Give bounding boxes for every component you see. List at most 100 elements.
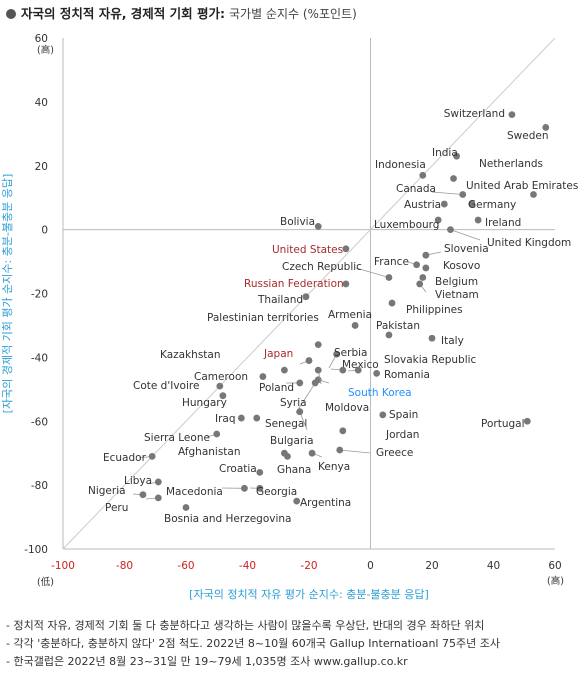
footnotes: - 정치적 자유, 경제적 기회 둘 다 충분하다고 생각하는 사람이 많을수록… xyxy=(6,617,500,671)
point-label-bolivia: Bolivia xyxy=(280,216,315,228)
point-switzerland xyxy=(508,111,516,119)
x-high-label: (高) xyxy=(547,575,564,587)
x-tick-label: -60 xyxy=(177,560,194,572)
point-label-canada: Canada xyxy=(396,183,436,195)
point-mexico xyxy=(333,350,341,358)
y-axis-title: [자국의 경제적 기회 평가 순지수: 충분-불충분 응답] xyxy=(1,174,14,414)
point-cameroon xyxy=(259,373,267,380)
point-france xyxy=(413,261,421,269)
point-label-cameroon: Cameroon xyxy=(194,371,248,383)
point-label-cote-d-ivoire: Cote d'Ivoire xyxy=(133,380,199,392)
point-argentina xyxy=(293,497,301,505)
point-label-libya: Libya xyxy=(124,475,152,487)
chart-title: 자국의 정치적 자유, 경제적 기회 평가: 국가별 순지수 (%포인트) xyxy=(6,3,357,22)
point-ghana xyxy=(284,452,291,460)
point-label-jordan: Jordan xyxy=(385,429,419,441)
point-label-macedonia: Macedonia xyxy=(166,486,223,498)
point-belgium xyxy=(419,274,427,281)
point-label-ireland: Ireland xyxy=(485,217,521,229)
point-label-ghana: Ghana xyxy=(277,464,311,476)
title-main: 자국의 정치적 자유, 경제적 기회 평가: xyxy=(21,6,226,21)
point-label-senegal: Senegal xyxy=(265,418,307,430)
y-high-label: (高) xyxy=(37,44,54,56)
y-tick-label: -100 xyxy=(24,544,48,556)
point-bolivia xyxy=(314,223,322,230)
leader-line-united-kingdom xyxy=(450,229,481,241)
point-cote-d-ivoire xyxy=(216,382,224,390)
point-label-sierra-leone: Sierra Leone xyxy=(144,432,210,444)
point-label-armenia: Armenia xyxy=(328,309,372,321)
point-united-arab-emirates xyxy=(530,191,537,198)
point-label-germany: Germany xyxy=(468,199,516,211)
point-thailand xyxy=(302,293,310,301)
y-tick-label: 0 xyxy=(41,225,48,237)
point-label-thailand: Thailand xyxy=(257,294,303,306)
point-armenia xyxy=(351,322,359,329)
point-label-mexico: Mexico xyxy=(342,359,379,371)
leader-line-syria xyxy=(295,382,316,414)
point-kosovo xyxy=(422,264,430,272)
point-label-hungary: Hungary xyxy=(182,397,227,409)
point-vietnam xyxy=(416,280,424,288)
point-label-philippines: Philippines xyxy=(406,304,463,316)
point-ecuador xyxy=(148,452,156,460)
point-label-georgia: Georgia xyxy=(256,486,297,498)
point-label-france: France xyxy=(374,256,409,268)
point-label-india: India xyxy=(432,147,458,159)
point-portugal xyxy=(523,417,531,425)
y-tick-label: -60 xyxy=(31,416,48,428)
point-united-kingdom xyxy=(447,226,454,234)
point-georgia xyxy=(256,484,264,492)
point-label-palestinian-territories: Palestinian territories xyxy=(207,312,319,324)
point-slovakia-republic xyxy=(354,366,362,374)
point-germany xyxy=(468,200,476,208)
point-label-russian-federation: Russian Federation xyxy=(244,278,344,290)
point-label-nigeria: Nigeria xyxy=(88,485,126,497)
point-label-serbia: Serbia xyxy=(334,347,367,359)
point-label-belgium: Belgium xyxy=(435,276,478,288)
point-label-luxembourg: Luxembourg xyxy=(374,219,439,231)
point-libya xyxy=(154,478,162,486)
point-label-sweden: Sweden xyxy=(507,130,549,142)
x-tick-label: 20 xyxy=(425,560,438,572)
point-czech-republic xyxy=(385,274,393,281)
point-bulgaria xyxy=(296,408,304,416)
point-label-romania: Romania xyxy=(384,369,430,381)
point-label-kosovo: Kosovo xyxy=(443,260,480,272)
x-tick-label: -20 xyxy=(300,560,317,572)
leader-line-greece xyxy=(339,449,371,454)
point-label-greece: Greece xyxy=(376,447,413,459)
point-moldova xyxy=(314,366,322,374)
point-nigeria xyxy=(139,491,147,499)
point-label-switzerland: Switzerland xyxy=(444,108,505,120)
point-greece xyxy=(336,446,344,454)
point-iraq xyxy=(237,414,245,422)
point-label-italy: Italy xyxy=(441,335,464,347)
point-label-kazakhstan: Kazakhstan xyxy=(160,349,221,361)
leader-line-canada xyxy=(431,191,463,195)
point-ireland xyxy=(474,216,482,224)
point-canada xyxy=(459,191,467,198)
bullet-icon xyxy=(6,9,16,19)
x-tick-label: 40 xyxy=(487,560,500,572)
point-kenya xyxy=(308,449,316,457)
point-label-united-arab-emirates: United Arab Emirates xyxy=(466,180,578,192)
scatter-chart: -100 -80 -60 -40 -20 0 20 40 60 60 40 20 0 -20 -40 -60 -… xyxy=(1,33,578,601)
point-peru xyxy=(154,494,162,502)
point-label-kenya: Kenya xyxy=(318,461,350,473)
point-philippines xyxy=(388,299,396,307)
point-label-syria: Syria xyxy=(280,397,307,409)
point-macedonia xyxy=(241,484,248,492)
point-label-moldova: Moldova xyxy=(325,402,369,414)
point-russian-federation xyxy=(342,280,350,288)
point-romania xyxy=(373,369,381,377)
point-slovenia xyxy=(422,251,430,259)
point-poland xyxy=(296,379,304,387)
point-sierra-leone xyxy=(213,430,221,438)
point-italy xyxy=(428,334,436,342)
point-indonesia xyxy=(419,171,427,179)
point-label-croatia: Croatia xyxy=(219,463,257,475)
point-label-czech-republic: Czech Republic xyxy=(282,261,362,273)
point-label-iraq: Iraq xyxy=(215,413,236,425)
point-sweden xyxy=(542,124,550,131)
